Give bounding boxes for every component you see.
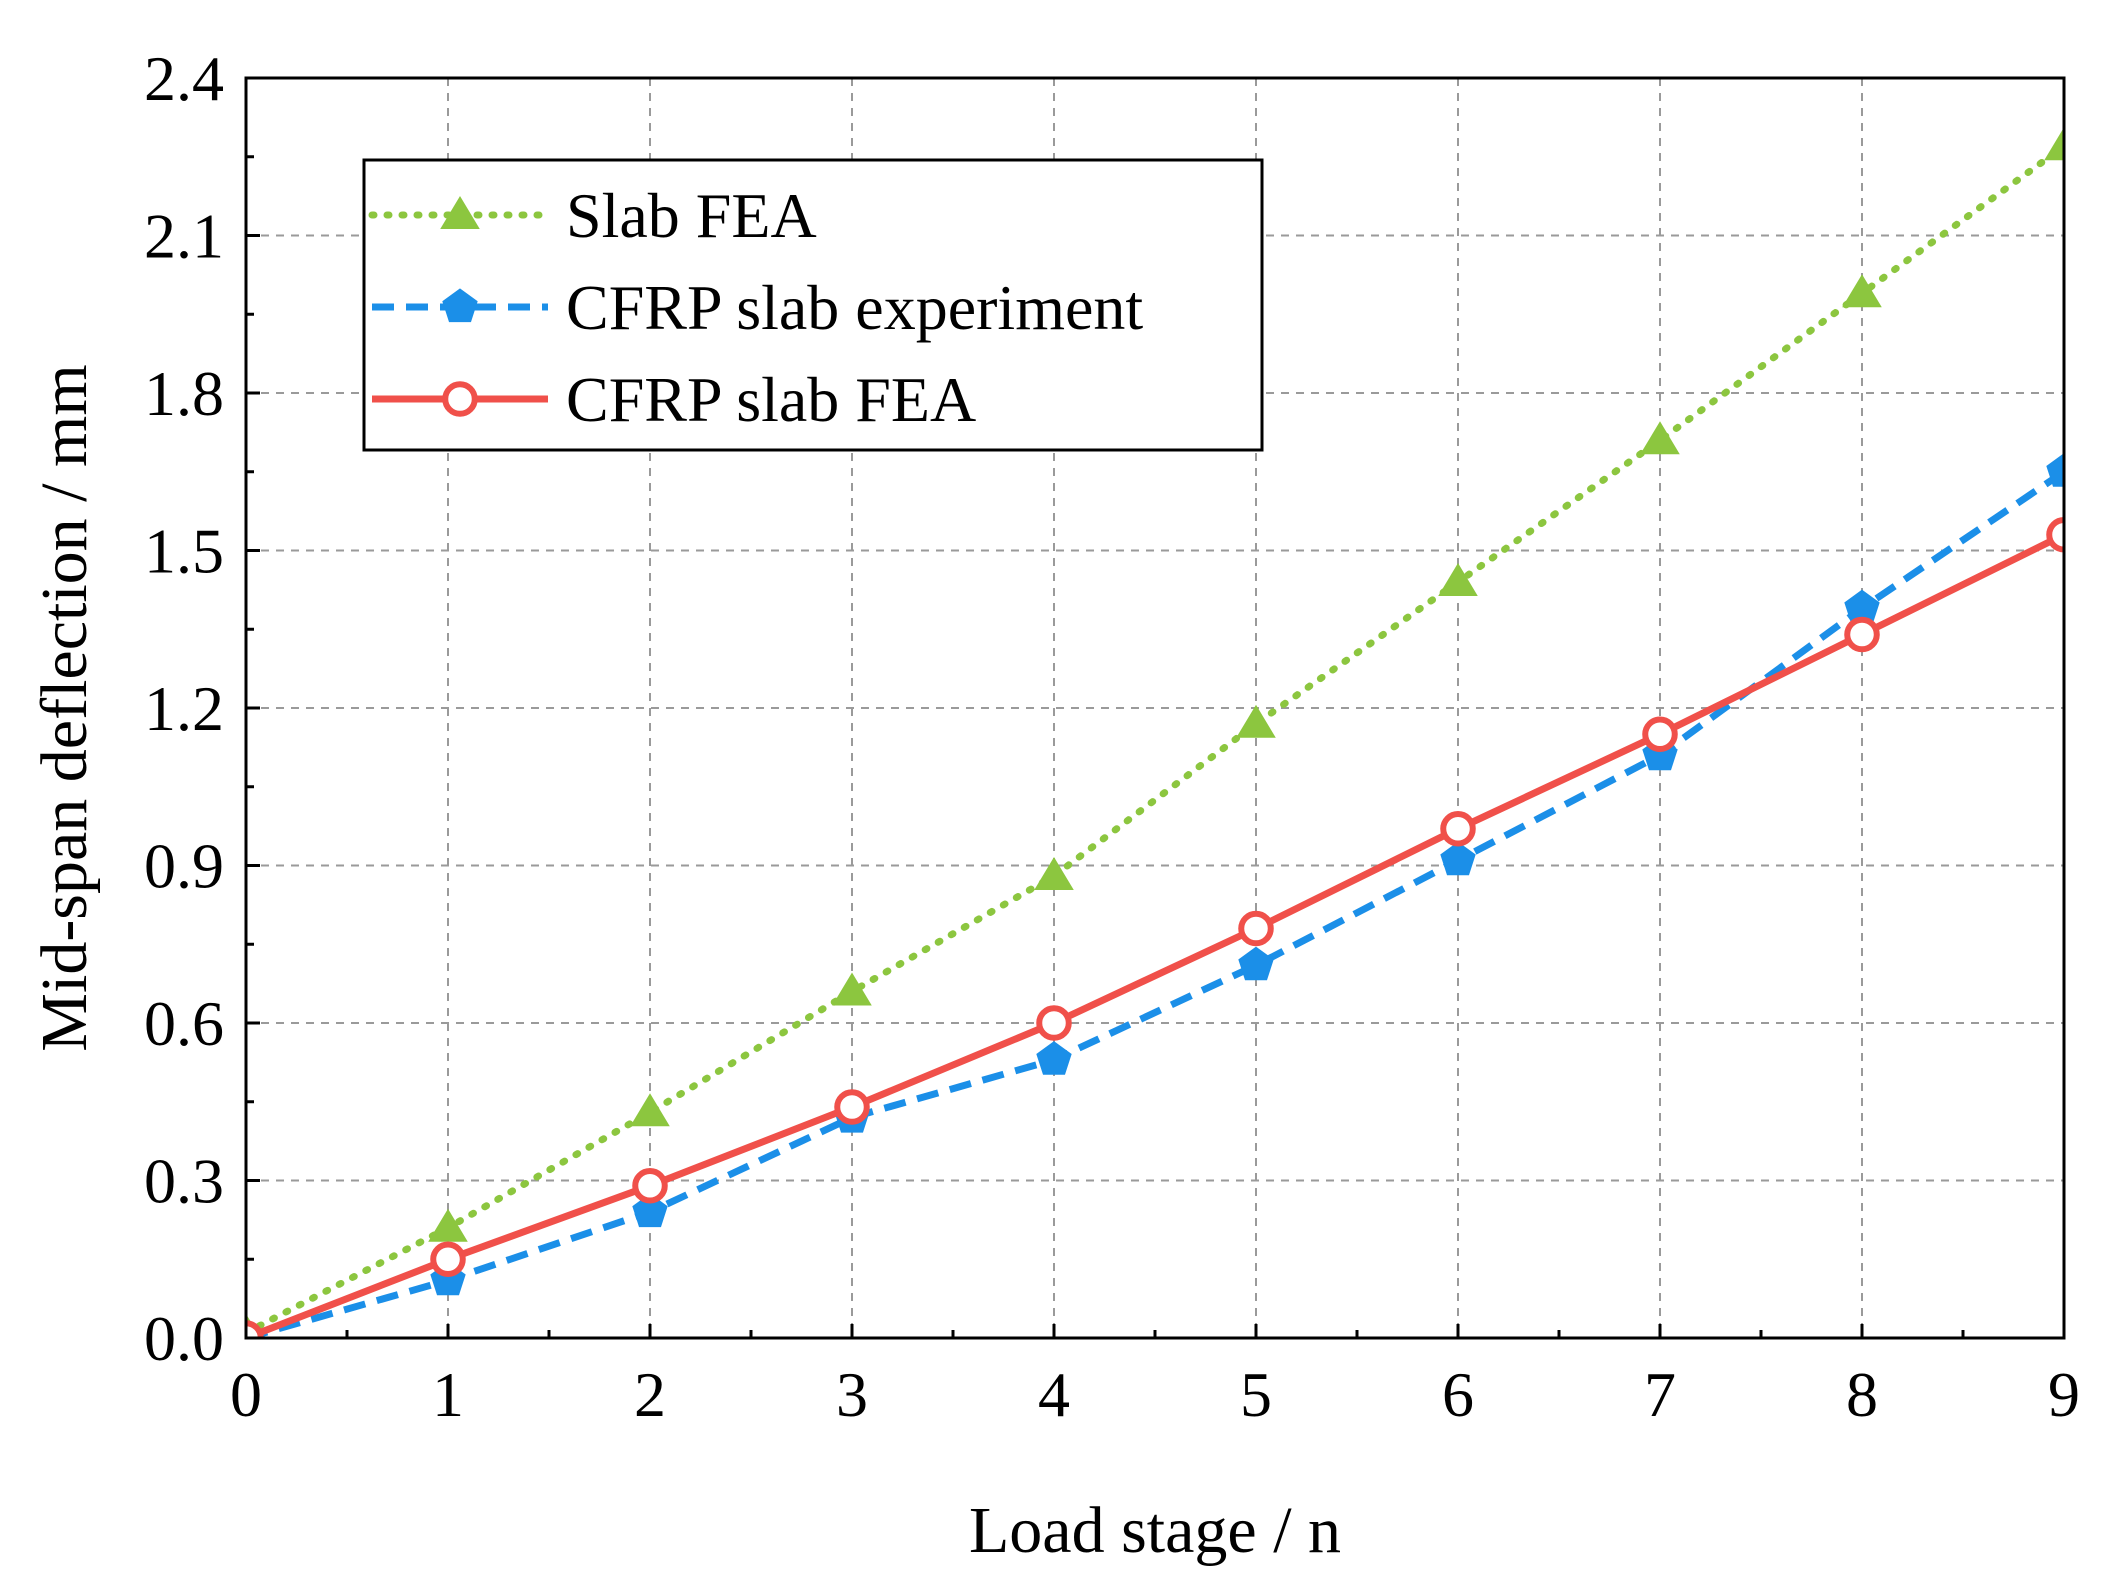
- marker-open-circle: [635, 1171, 665, 1201]
- marker-open-circle: [1443, 814, 1473, 844]
- y-tick-label: 1.2: [144, 673, 224, 744]
- x-tick-label: 3: [836, 1359, 868, 1430]
- marker-open-circle: [445, 384, 475, 414]
- marker-open-circle: [433, 1244, 463, 1274]
- x-tick-label: 7: [1644, 1359, 1676, 1430]
- y-tick-label: 0.0: [144, 1303, 224, 1374]
- x-tick-label: 4: [1038, 1359, 1070, 1430]
- y-tick-label: 1.8: [144, 358, 224, 429]
- y-axis-title: Mid-span deflection / mm: [28, 364, 101, 1051]
- marker-open-circle: [1039, 1008, 1069, 1038]
- y-tick-label: 2.4: [144, 43, 224, 114]
- x-tick-label: 8: [1846, 1359, 1878, 1430]
- x-tick-label: 0: [230, 1359, 262, 1430]
- legend-label-slab-fea: Slab FEA: [566, 180, 817, 251]
- chart: 0 1 2 3 4 5 6 7 8 9 0.0 0.3 0.6 0.9 1.2 1.5 1.8 2.1 2.4 Lo…: [0, 0, 2108, 1580]
- x-tick-label: 6: [1442, 1359, 1474, 1430]
- legend-label-cfrp-fea: CFRP slab FEA: [566, 364, 976, 435]
- x-tick-label: 9: [2048, 1359, 2080, 1430]
- legend-label-cfrp-experiment: CFRP slab experiment: [566, 272, 1143, 343]
- marker-open-circle: [1847, 620, 1877, 650]
- x-tick-label: 1: [432, 1359, 464, 1430]
- marker-open-circle: [1645, 719, 1675, 749]
- x-axis-title: Load stage / n: [969, 1494, 1341, 1567]
- y-tick-label: 0.9: [144, 831, 224, 902]
- marker-open-circle: [837, 1092, 867, 1122]
- y-tick-label: 2.1: [144, 201, 224, 272]
- x-tick-label: 5: [1240, 1359, 1272, 1430]
- y-tick-label: 0.6: [144, 988, 224, 1059]
- legend: Slab FEA CFRP slab experiment CFRP slab FE…: [364, 160, 1262, 450]
- marker-open-circle: [1241, 914, 1271, 944]
- line-chart: 0 1 2 3 4 5 6 7 8 9 0.0 0.3 0.6 0.9 1.2 1.5 1.8 2.1 2.4 Lo…: [0, 0, 2108, 1580]
- y-tick-label: 1.5: [144, 516, 224, 587]
- y-tick-label: 0.3: [144, 1146, 224, 1217]
- x-tick-label: 2: [634, 1359, 666, 1430]
